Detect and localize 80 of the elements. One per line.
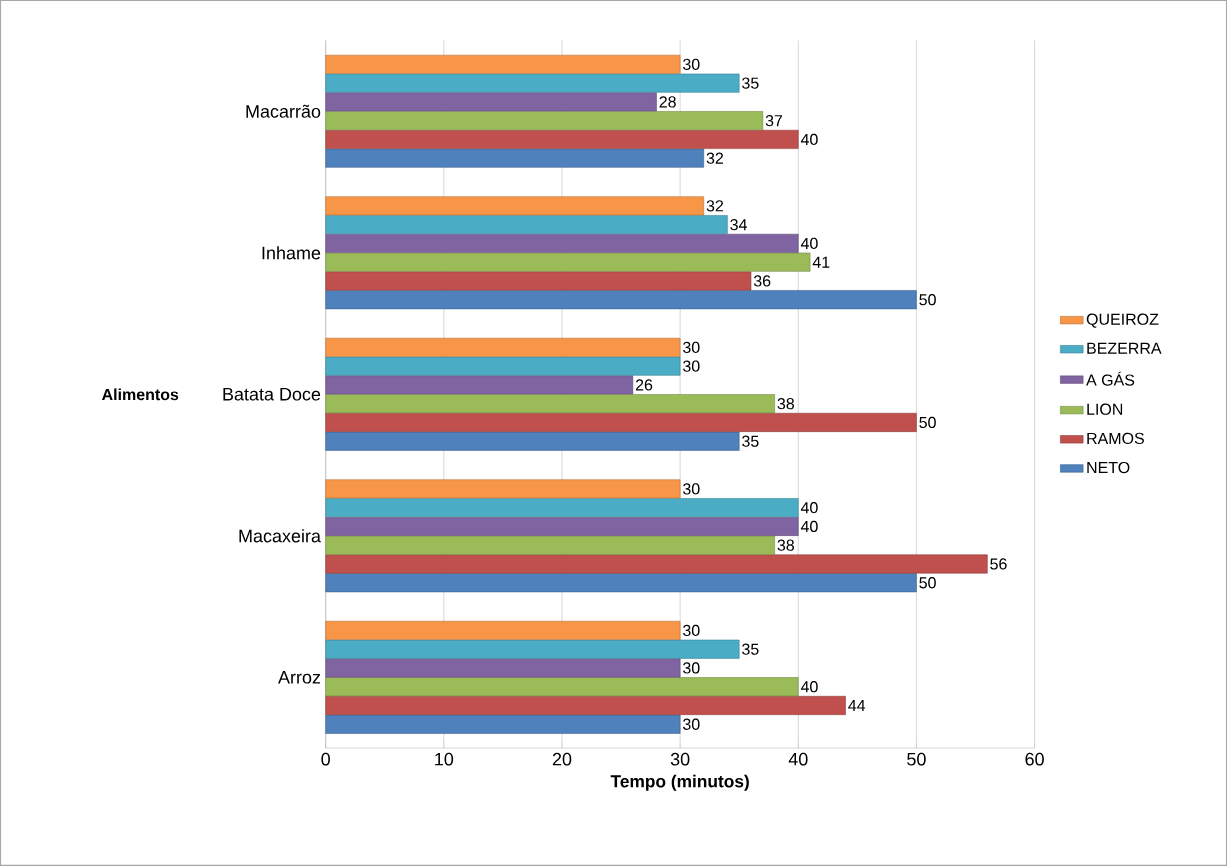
bar bbox=[325, 54, 681, 74]
data-label: 30 bbox=[683, 58, 700, 71]
data-label: 37 bbox=[765, 115, 783, 127]
data-label: 30 bbox=[683, 483, 700, 495]
data-label: 35 bbox=[742, 435, 759, 447]
bar bbox=[325, 677, 799, 697]
data-label: 34 bbox=[730, 219, 747, 231]
legend-label: QUEIROZ bbox=[1086, 313, 1159, 328]
bar bbox=[325, 356, 681, 376]
bar bbox=[325, 714, 681, 734]
data-label: 26 bbox=[635, 379, 653, 391]
bar bbox=[325, 337, 681, 357]
legend-label: NETO bbox=[1087, 461, 1130, 474]
y-tick-label: Inhame bbox=[262, 246, 321, 260]
y-tick-label: Macaxeira bbox=[239, 529, 321, 543]
bar bbox=[325, 573, 917, 593]
bar bbox=[325, 431, 740, 451]
bar bbox=[325, 130, 799, 149]
data-label: 40 bbox=[800, 133, 818, 146]
legend-label: LION bbox=[1087, 403, 1123, 415]
data-label: 40 bbox=[800, 237, 818, 250]
data-label: 50 bbox=[919, 577, 936, 589]
x-tick-label: 50 bbox=[907, 752, 926, 766]
bar bbox=[325, 375, 634, 395]
bar bbox=[325, 252, 811, 272]
data-label: 40 bbox=[800, 502, 818, 514]
y-axis-title: Alimentos bbox=[101, 388, 179, 401]
bar bbox=[325, 271, 752, 291]
bar bbox=[325, 111, 764, 131]
x-tick-label: 40 bbox=[788, 752, 808, 766]
bar bbox=[325, 479, 681, 499]
bar bbox=[325, 696, 846, 716]
data-label: 50 bbox=[919, 294, 936, 306]
bar bbox=[325, 148, 705, 168]
bar bbox=[325, 621, 681, 640]
legend-label: RAMOS bbox=[1087, 432, 1144, 445]
data-label: 44 bbox=[848, 700, 866, 712]
data-label: 30 bbox=[683, 360, 700, 372]
data-label: 35 bbox=[742, 643, 759, 655]
bar bbox=[325, 554, 988, 574]
x-tick-label: 10 bbox=[435, 752, 454, 766]
data-label: 30 bbox=[683, 718, 700, 730]
data-label: 56 bbox=[990, 558, 1007, 570]
bar bbox=[325, 196, 705, 216]
data-label: 35 bbox=[742, 77, 759, 89]
x-tick-label: 30 bbox=[670, 752, 690, 766]
x-tick-label: 0 bbox=[321, 752, 330, 766]
data-label: 32 bbox=[706, 152, 723, 164]
legend-label: A GÁS bbox=[1086, 371, 1135, 386]
legend-label: BEZERRA bbox=[1087, 342, 1162, 354]
bar bbox=[325, 535, 775, 555]
x-tick-label: 20 bbox=[552, 752, 572, 766]
bar bbox=[325, 215, 728, 235]
data-label: 40 bbox=[800, 520, 818, 533]
data-label: 30 bbox=[683, 624, 700, 637]
y-tick-label: Macarrão bbox=[246, 104, 321, 118]
x-tick-label: 60 bbox=[1025, 752, 1044, 766]
data-label: 32 bbox=[706, 200, 723, 212]
data-label: 28 bbox=[659, 96, 676, 108]
bar bbox=[325, 639, 740, 659]
bar bbox=[325, 394, 775, 414]
y-tick-label: Arroz bbox=[278, 671, 321, 684]
bar bbox=[325, 498, 799, 518]
bar bbox=[325, 290, 917, 310]
data-label: 40 bbox=[800, 681, 818, 693]
data-label: 30 bbox=[683, 341, 700, 354]
bar bbox=[325, 233, 799, 253]
bar bbox=[325, 658, 681, 678]
data-label: 36 bbox=[753, 275, 771, 287]
data-label: 38 bbox=[777, 398, 794, 410]
bar bbox=[325, 413, 917, 432]
data-label: 30 bbox=[683, 662, 700, 674]
data-label: 38 bbox=[777, 539, 794, 551]
bar bbox=[325, 73, 740, 93]
bar bbox=[325, 92, 657, 112]
y-tick-label: Batata Doce bbox=[223, 388, 321, 401]
data-label: 41 bbox=[812, 256, 830, 268]
x-axis-title: Tempo (minutos) bbox=[610, 774, 749, 791]
data-label: 50 bbox=[919, 416, 936, 429]
bar bbox=[325, 517, 799, 536]
